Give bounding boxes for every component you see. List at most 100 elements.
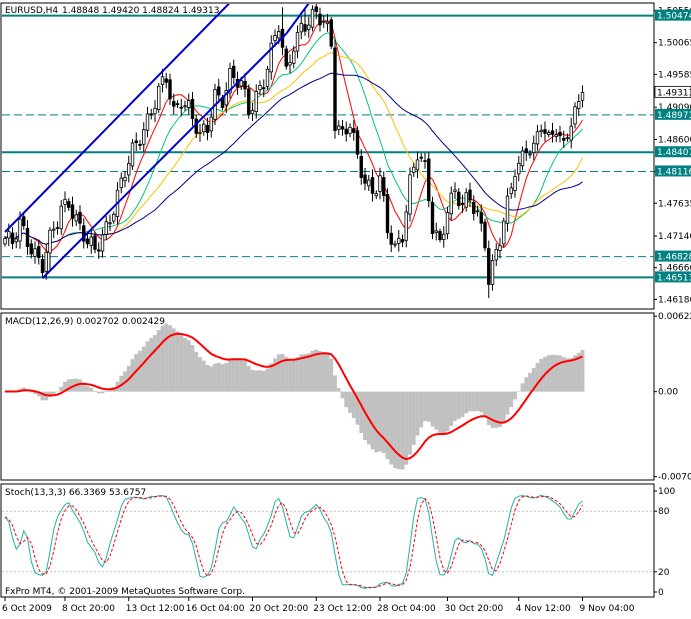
- macd-bar-61: [231, 358, 236, 392]
- candle-body: [3, 238, 7, 245]
- candle-57: [217, 78, 221, 104]
- candle-22: [85, 234, 90, 249]
- macd-bar-50: [190, 345, 195, 392]
- candle-99: [374, 190, 378, 200]
- candle-117: [442, 226, 446, 248]
- macd-bar-9: [36, 391, 41, 397]
- candle-body: [355, 130, 360, 155]
- macd-tick-label: -0.007011: [658, 473, 691, 483]
- candle-body: [490, 260, 495, 285]
- macd-tick-label: 0.006222: [658, 312, 691, 322]
- candle-body: [187, 100, 191, 108]
- macd-bar-128: [483, 391, 487, 417]
- candle-body: [243, 80, 247, 90]
- macd-bar-51: [194, 351, 199, 392]
- candle-body: [554, 134, 558, 137]
- candle-55: [209, 110, 213, 138]
- candle-41: [157, 82, 161, 113]
- macd-bar-71: [269, 363, 274, 392]
- macd-bar-84: [318, 351, 322, 392]
- candle-body: [479, 212, 483, 224]
- stoch-tick-label: 0: [658, 588, 664, 598]
- candle-body: [89, 236, 93, 246]
- macd-bar-58: [220, 364, 225, 392]
- candle-40: [153, 100, 157, 123]
- candle-body: [175, 103, 180, 106]
- candle-body: [310, 8, 315, 28]
- macd-bar-74: [280, 353, 285, 392]
- candle-139: [524, 140, 528, 161]
- candle-54: [205, 117, 210, 141]
- candle-95: [359, 149, 363, 185]
- candle-body: [284, 48, 288, 67]
- candle-39: [149, 108, 153, 120]
- macd-bar-120: [453, 391, 457, 421]
- candle-135: [509, 182, 513, 199]
- macd-bar-127: [479, 391, 484, 413]
- candle-body: [460, 202, 465, 205]
- macd-bar-142: [535, 362, 540, 392]
- candle-body: [423, 160, 427, 162]
- candle-body: [104, 221, 108, 235]
- candle-body: [78, 211, 82, 224]
- macd-bar-7: [29, 391, 34, 393]
- candle-149: [562, 130, 566, 148]
- candle-body: [528, 153, 532, 156]
- level-label-text: 1.50474: [657, 12, 691, 22]
- candle-body: [498, 245, 502, 252]
- trend-channel-line-1: [41, 33, 287, 279]
- candle-body: [325, 21, 330, 25]
- candle-33: [127, 155, 131, 183]
- candle-body: [359, 156, 363, 178]
- candle-body: [427, 158, 431, 202]
- candle-body: [547, 132, 551, 135]
- macd-bar-41: [156, 330, 161, 392]
- candle-5: [22, 212, 26, 230]
- candle-29: [112, 211, 116, 224]
- time-tick-label: 20 Oct 20:00: [250, 604, 309, 614]
- candle-67: [254, 84, 258, 119]
- candle-78: [295, 25, 300, 59]
- macd-bar-60: [228, 359, 232, 392]
- candle-body: [179, 106, 183, 109]
- macd-bar-104: [393, 391, 397, 469]
- candle-body: [565, 137, 570, 139]
- candle-body: [145, 113, 150, 131]
- candle-body: [142, 129, 146, 145]
- price-pane: [2, 4, 654, 299]
- macd-bar-110: [415, 391, 420, 436]
- candle-body: [367, 179, 371, 187]
- candle-59: [224, 82, 228, 114]
- macd-bar-68: [258, 370, 262, 392]
- candle-body: [314, 6, 318, 12]
- macd-bar-121: [456, 391, 461, 419]
- macd-bar-135: [509, 391, 514, 408]
- candle-body: [532, 142, 536, 154]
- macd-bar-78: [295, 357, 300, 392]
- candle-17: [67, 198, 71, 211]
- candle-142: [535, 125, 540, 151]
- candle-body: [415, 159, 420, 171]
- candle-body: [277, 31, 281, 39]
- macd-bar-43: [164, 323, 169, 392]
- candle-body: [168, 79, 172, 100]
- candle-116: [438, 228, 442, 243]
- candle-body: [190, 98, 195, 119]
- candle-body: [539, 129, 543, 133]
- macd-bar-123: [464, 391, 469, 414]
- macd-bar-150: [565, 358, 570, 392]
- macd-pane-frame: [0, 312, 655, 481]
- candle-94: [355, 126, 360, 159]
- candle-144: [543, 121, 547, 142]
- candle-98: [370, 169, 375, 202]
- macd-bar-44: [168, 325, 172, 392]
- candle-body: [262, 87, 266, 90]
- price-tick-label: 1.48600: [658, 135, 691, 145]
- candle-82: [310, 5, 315, 32]
- candle-body: [303, 24, 307, 32]
- candle-48: [183, 100, 187, 112]
- candle-125: [472, 195, 476, 221]
- candle-body: [445, 212, 450, 235]
- candle-body: [329, 19, 333, 47]
- candle-143: [539, 124, 543, 138]
